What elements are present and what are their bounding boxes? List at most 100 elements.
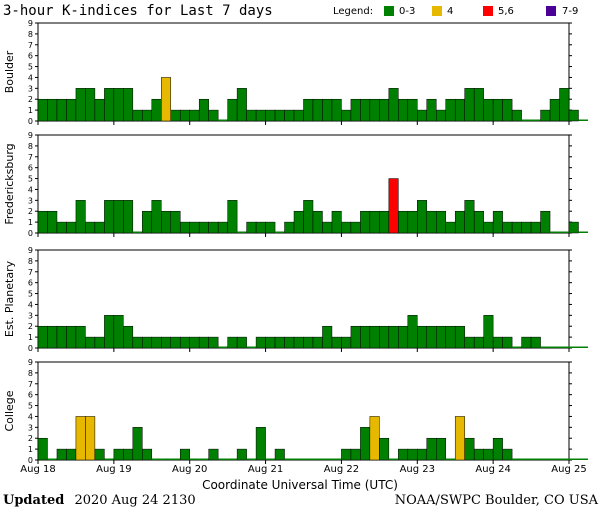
legend-swatch-4 — [432, 6, 442, 16]
kindex-bar — [454, 416, 465, 461]
kindex-bar — [530, 336, 541, 349]
kindex-bar — [426, 98, 437, 122]
kindex-bar — [360, 427, 371, 461]
kindex-bar — [492, 210, 503, 234]
kindex-bar — [578, 231, 588, 233]
kindex-bar — [568, 109, 579, 122]
x-tick-label: Aug 20 — [172, 464, 207, 475]
kindex-bar — [142, 210, 153, 234]
y-tick-label: 3 — [28, 311, 33, 320]
y-tick-label: 8 — [28, 142, 33, 151]
kindex-bar — [227, 336, 238, 349]
y-tick-label: 8 — [28, 30, 33, 39]
kindex-bar — [179, 109, 190, 122]
kindex-bar — [37, 210, 48, 234]
kindex-bar — [85, 336, 96, 349]
panel-label: Boulder — [3, 50, 16, 93]
kindex-bar — [341, 336, 352, 349]
kindex-bar — [132, 336, 143, 349]
kindex-bar — [445, 221, 456, 234]
kindex-bar — [379, 437, 390, 461]
kindex-bar — [123, 325, 134, 349]
kindex-bar — [123, 88, 134, 122]
kindex-bar — [284, 458, 295, 460]
kindex-bar — [198, 336, 209, 349]
y-tick-label: 2 — [28, 434, 33, 443]
panel-label: College — [3, 390, 16, 431]
kindex-bar — [151, 200, 162, 234]
kindex-bar — [322, 98, 333, 122]
kindex-bar — [569, 346, 579, 348]
kindex-bar — [578, 119, 588, 121]
kindex-bar — [113, 448, 124, 461]
panels: 0123456789Boulder0123456789Fredericksbur… — [3, 19, 588, 465]
y-tick-label: 8 — [28, 257, 33, 266]
kindex-bar — [436, 210, 446, 234]
kindex-bar — [379, 325, 390, 349]
kindex-bar — [56, 325, 67, 349]
x-tick-label: Aug 25 — [551, 464, 586, 475]
kindex-bar — [312, 336, 323, 349]
kindex-bar — [398, 210, 409, 234]
kindex-bar — [436, 325, 446, 349]
y-tick-label: 6 — [28, 279, 33, 288]
kindex-bar — [37, 437, 48, 461]
kindex-bar — [161, 210, 171, 234]
kindex-bar — [123, 448, 134, 461]
kindex-bar — [369, 210, 380, 234]
kindex-bar — [407, 315, 418, 349]
kindex-bar — [218, 346, 228, 348]
kindex-bar — [132, 231, 143, 233]
panel-label: Est. Planetary — [3, 260, 16, 337]
kindex-bar — [198, 221, 209, 234]
kindex-bar — [66, 221, 77, 234]
kindex-bar — [312, 458, 323, 460]
kindex-bar — [227, 98, 238, 122]
kindex-bar — [550, 231, 560, 233]
kindex-bar — [208, 448, 219, 461]
legend-item-5-6: 5,6 — [498, 6, 514, 17]
kindex-bar — [47, 325, 58, 349]
y-tick-label: 7 — [28, 41, 33, 50]
kindex-bar — [227, 200, 238, 234]
y-tick-label: 0 — [28, 344, 33, 353]
legend-item-0-3: 0-3 — [399, 6, 415, 17]
y-tick-label: 9 — [28, 131, 33, 140]
kindex-bar — [502, 336, 513, 349]
kindex-bar — [246, 458, 257, 460]
kindex-bar — [284, 336, 295, 349]
x-tick-label: Aug 21 — [248, 464, 283, 475]
kindex-bar — [66, 325, 77, 349]
kindex-bar — [578, 346, 588, 348]
panel-college: 0 1 2 3 45 6 7 8 9 College — [3, 358, 588, 465]
kindex-bar — [492, 437, 503, 461]
kindex-bar — [312, 210, 323, 234]
kindex-bar — [350, 98, 361, 122]
kindex-bar — [417, 109, 428, 122]
kindex-bar — [483, 98, 494, 122]
kindex-bar — [85, 416, 96, 461]
x-tick-label: Aug 22 — [324, 464, 359, 475]
kindex-bar — [274, 109, 285, 122]
kindex-bar — [255, 427, 266, 461]
kindex-bar — [218, 458, 228, 460]
kindex-bar — [47, 98, 58, 122]
legend-swatch-5-6 — [483, 6, 493, 16]
kindex-bar — [236, 88, 247, 122]
y-tick-label: 9 — [28, 246, 33, 255]
kindex-bar — [540, 346, 551, 348]
kindex-bar — [398, 98, 409, 122]
panel-est-planetary: 0 1 2 3 45 6 7 8 9 Est. Planetary — [3, 246, 588, 353]
kindex-bar — [464, 336, 475, 349]
kindex-bar — [151, 336, 162, 349]
y-tick-label: 6 — [28, 52, 33, 61]
kindex-bar — [530, 221, 541, 234]
kindex-bar — [170, 210, 181, 234]
kindex-bar — [179, 221, 190, 234]
kindex-bar — [426, 210, 437, 234]
kindex-bar — [559, 88, 570, 122]
kindex-bar — [360, 325, 371, 349]
kindex-bar — [379, 210, 390, 234]
kindex-bar — [199, 458, 209, 460]
